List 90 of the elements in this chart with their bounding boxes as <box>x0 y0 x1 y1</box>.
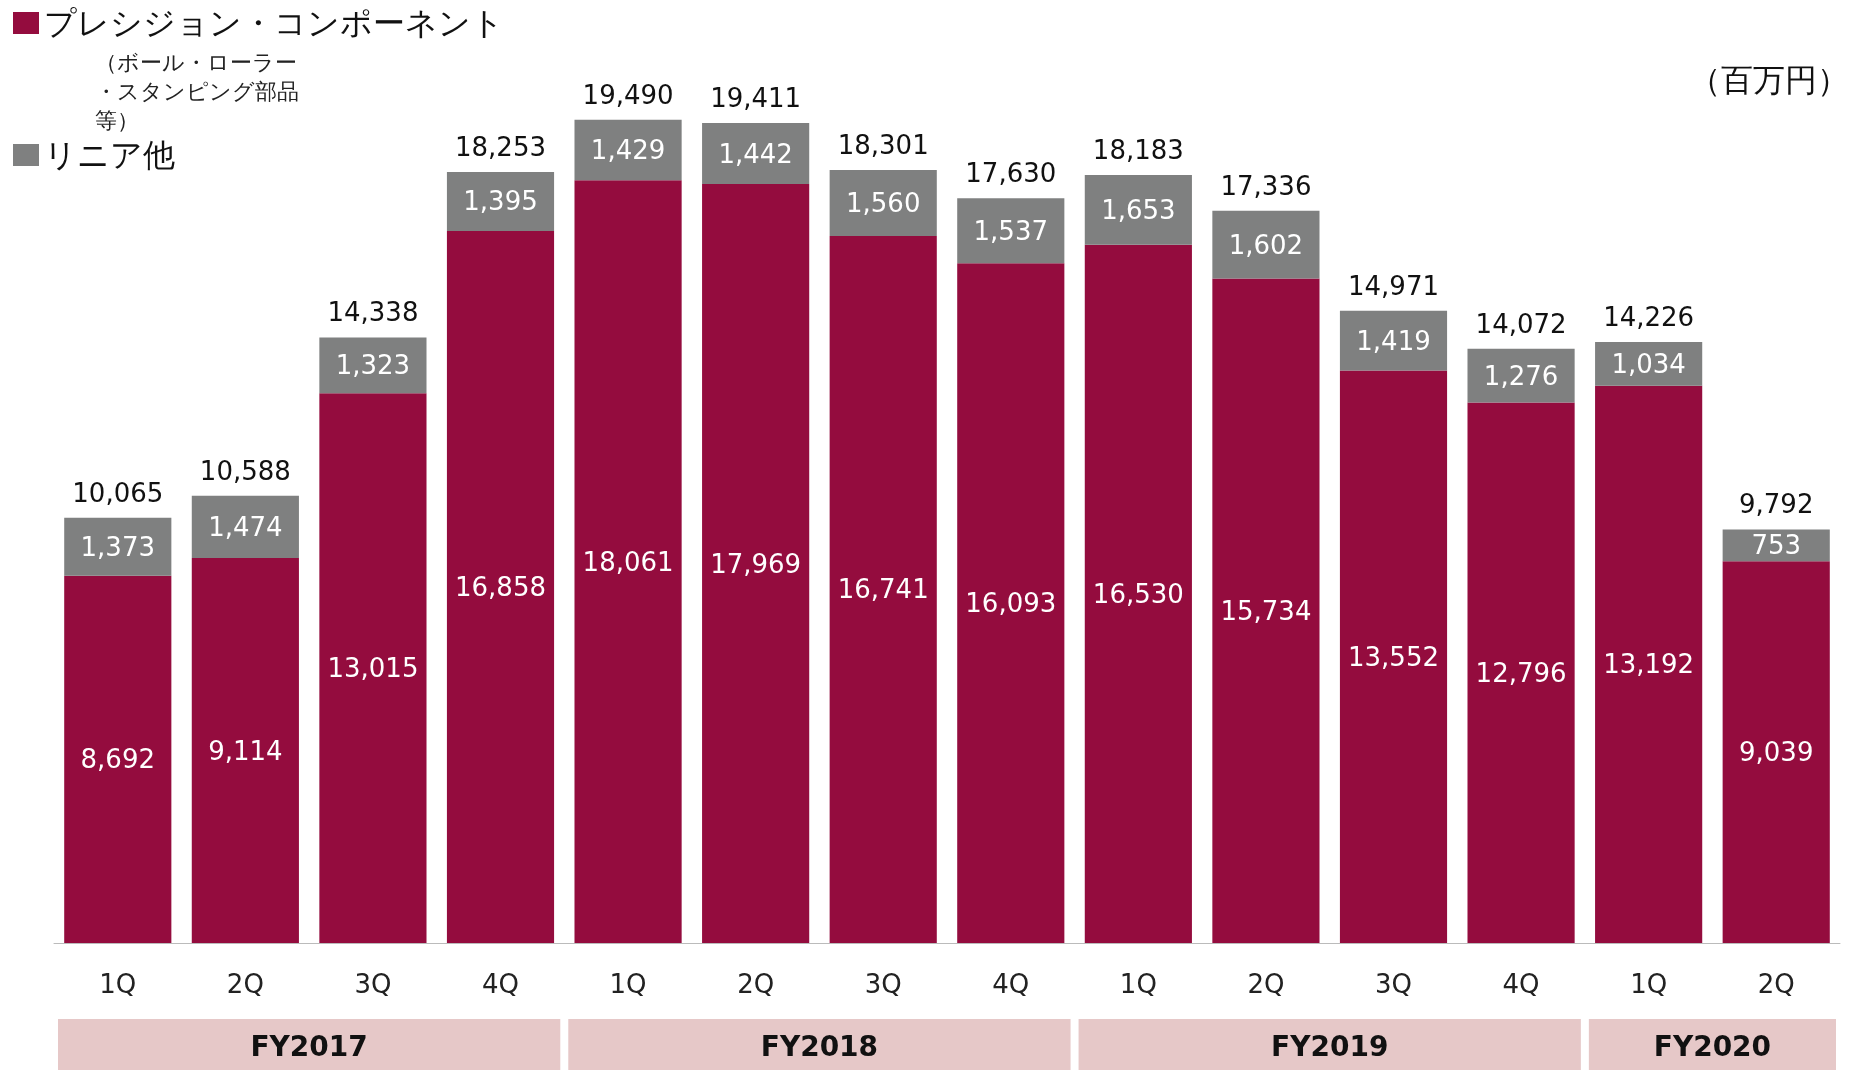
x-tick-label: 1Q <box>1119 969 1157 999</box>
data-label: 13,552 <box>1348 641 1439 672</box>
data-label: 1,419 <box>1356 325 1431 356</box>
total-label: 18,301 <box>837 130 929 160</box>
bar <box>829 170 937 236</box>
total-label: 14,338 <box>327 297 419 328</box>
total-label: 19,490 <box>582 79 674 110</box>
text: FY2017 <box>250 1029 368 1063</box>
bar <box>1467 402 1575 943</box>
data-label: 753 <box>1751 530 1802 561</box>
total-label: 10,065 <box>72 477 164 508</box>
total-label: 17,630 <box>965 158 1057 189</box>
bar <box>1722 561 1830 943</box>
bar <box>446 230 555 943</box>
bar <box>1595 385 1703 943</box>
total-label: 18,253 <box>455 132 546 163</box>
text: FY2018 <box>760 1029 879 1063</box>
data-label: 1,034 <box>1611 348 1686 379</box>
bar <box>957 263 1065 943</box>
total-label: 14,072 <box>1475 308 1567 339</box>
data-label: 17,969 <box>710 548 802 579</box>
x-tick-label: 4Q <box>992 969 1030 999</box>
data-label: 1,323 <box>335 350 411 381</box>
bar <box>574 119 682 181</box>
x-tick-label: 3Q <box>354 969 392 999</box>
data-label: 18,061 <box>582 546 674 577</box>
data-label: 1,395 <box>463 186 538 217</box>
x-tick-label: 2Q <box>226 969 264 999</box>
x-tick-label: 2Q <box>1757 969 1795 999</box>
bar <box>702 184 810 943</box>
data-label: 1,602 <box>1228 229 1304 260</box>
legend-label: リニア他 <box>44 136 175 174</box>
x-tick-label: 3Q <box>864 969 902 999</box>
x-tick-label: 1Q <box>609 969 647 999</box>
data-label: 1,537 <box>973 215 1048 246</box>
data-label: 1,373 <box>80 531 155 562</box>
bar <box>64 517 172 576</box>
total-label: 14,971 <box>1348 270 1439 301</box>
data-label: 16,530 <box>1092 578 1184 609</box>
data-label: 16,093 <box>965 588 1057 619</box>
bar <box>1339 370 1448 943</box>
x-tick-label: 1Q <box>1630 969 1668 999</box>
text: FY2020 <box>1653 1029 1772 1063</box>
bar <box>1084 244 1192 943</box>
x-tick-label: 4Q <box>481 969 520 999</box>
total-label: 19,411 <box>710 83 802 114</box>
annotation: （ボール・ローラー・スタンピング部品等） <box>95 50 299 133</box>
data-label: 12,796 <box>1475 657 1567 688</box>
data-label: 1,560 <box>846 187 921 218</box>
data-label: 1,442 <box>718 138 793 169</box>
data-label: 1,429 <box>590 134 666 165</box>
data-label: 13,015 <box>327 653 419 684</box>
data-label: 15,734 <box>1220 595 1312 626</box>
bar <box>1339 310 1448 371</box>
x-tick-label: 1Q <box>99 969 137 999</box>
bar <box>1212 278 1320 943</box>
y-axis-title: （百万円） <box>1689 61 1849 99</box>
data-label: 1,653 <box>1101 194 1176 225</box>
text: FY2019 <box>1271 1029 1389 1063</box>
x-tick-label: 4Q <box>1502 969 1540 999</box>
total-label: 14,226 <box>1603 302 1695 333</box>
x-tick-label: 2Q <box>1247 969 1285 999</box>
x-tick-label: 2Q <box>737 969 775 999</box>
data-label: 1,474 <box>208 511 283 542</box>
bar <box>829 235 937 943</box>
bar <box>191 495 299 559</box>
bar <box>319 393 427 943</box>
data-label: 16,858 <box>455 571 546 602</box>
bar <box>702 123 810 185</box>
total-label: 9,792 <box>1739 489 1814 520</box>
data-label: 9,114 <box>208 735 283 766</box>
total-label: 18,183 <box>1092 134 1184 165</box>
data-label: 13,192 <box>1603 649 1695 680</box>
data-label: 9,039 <box>1739 737 1814 768</box>
data-label: 1,276 <box>1483 360 1559 391</box>
data-label: 8,692 <box>80 744 155 775</box>
total-label: 10,588 <box>199 455 291 486</box>
bar <box>319 337 427 394</box>
bar <box>1212 210 1320 279</box>
bar <box>191 558 299 943</box>
bar <box>1467 348 1575 403</box>
bar <box>957 198 1065 264</box>
bar <box>1084 174 1192 245</box>
data-label: 16,741 <box>837 574 929 605</box>
bar <box>446 172 555 231</box>
legend-label: プレシジョン・コンポーネント <box>44 4 504 42</box>
total-label: 17,336 <box>1220 170 1312 201</box>
x-tick-label: 3Q <box>1374 969 1413 999</box>
bar <box>64 575 172 943</box>
bar <box>574 180 682 943</box>
